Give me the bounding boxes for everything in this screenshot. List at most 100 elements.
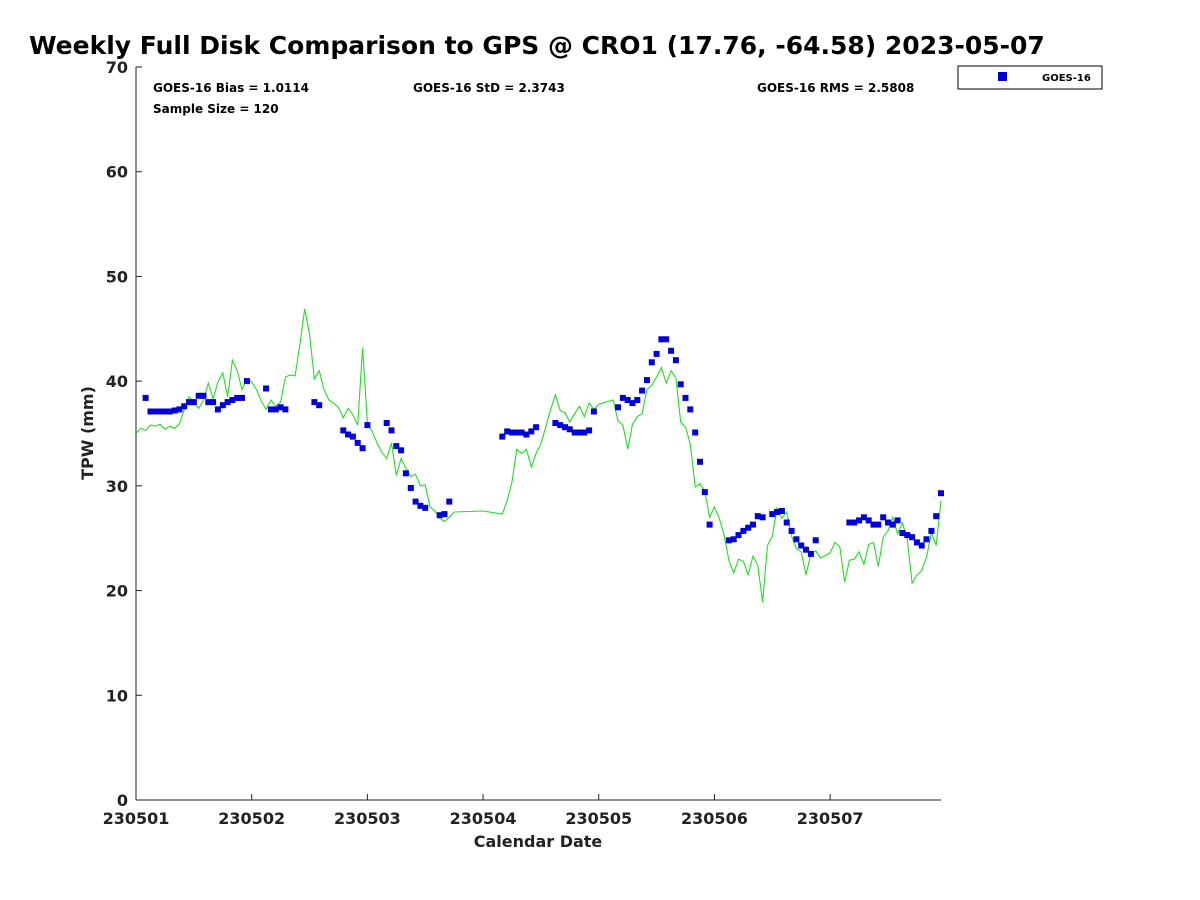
plot-area: 230501 230502 230503 230504 230505 230506 2305… (103, 58, 944, 828)
goes16-point (571, 429, 578, 436)
x-tick-label: 230501 (103, 809, 170, 828)
goes16-point (402, 470, 409, 477)
legend-marker-goes16 (998, 72, 1007, 81)
goes16-point (152, 408, 159, 415)
goes16-point (552, 420, 559, 426)
goes16-point (745, 524, 752, 531)
goes16-point (393, 443, 400, 450)
goes16-point (282, 406, 289, 413)
goes16-point (499, 433, 506, 440)
goes16-point (880, 514, 887, 521)
goes16-point (909, 534, 916, 541)
goes16-point (725, 537, 732, 544)
x-tick-label: 230503 (334, 809, 401, 828)
goes16-point (229, 397, 236, 403)
goes16-point (147, 408, 154, 415)
goes16-point (436, 512, 443, 519)
y-tick-label: 0 (117, 791, 128, 810)
goes16-point (658, 336, 665, 343)
goes16-point (195, 392, 202, 399)
goes16-point (528, 428, 535, 435)
goes16-point (412, 498, 419, 505)
goes16-point (340, 427, 347, 434)
goes16-point (557, 422, 564, 429)
goes16-point (359, 445, 366, 452)
y-tick-label: 50 (106, 267, 128, 286)
goes16-point (446, 498, 453, 505)
goes16-point (364, 422, 371, 429)
goes16-point (769, 511, 776, 518)
goes16-point (918, 542, 925, 549)
legend-label-goes16: GOES-16 (1042, 73, 1091, 84)
goes16-point (759, 514, 766, 521)
goes16-point (682, 394, 689, 401)
goes16-point (518, 429, 525, 436)
goes16-point (774, 509, 781, 515)
goes16-point (171, 407, 178, 414)
y-tick-label: 30 (106, 477, 128, 496)
goes16-point (730, 536, 737, 543)
goes16-point (586, 427, 593, 434)
plot-background (136, 67, 941, 800)
x-tick-label: 230504 (450, 809, 517, 828)
goes16-point (417, 502, 424, 509)
goes16-point (176, 406, 183, 413)
goes16-point (938, 490, 944, 497)
goes16-point (706, 521, 713, 528)
goes16-point (856, 517, 863, 524)
goes16-point (778, 508, 785, 514)
goes16-point (648, 359, 655, 366)
goes16-point (205, 399, 212, 406)
goes16-point (590, 408, 597, 415)
goes16-point (210, 399, 217, 406)
goes16-point (803, 546, 809, 553)
goes16-point (677, 381, 684, 388)
goes16-point (807, 550, 814, 557)
goes16-point (663, 336, 670, 343)
goes16-point (142, 394, 149, 401)
goes16-point (186, 399, 192, 406)
goes16-point (181, 403, 188, 410)
goes16-point (668, 347, 675, 354)
goes16-point (422, 504, 429, 511)
goes16-point (615, 404, 621, 411)
goes16-point (239, 394, 245, 401)
goes16-point (441, 511, 448, 518)
goes16-point (692, 429, 699, 436)
goes16-point (562, 424, 568, 431)
goes16-point (234, 394, 241, 401)
goes16-point (311, 399, 318, 406)
x-tick-label: 230502 (218, 809, 285, 828)
goes16-point (190, 399, 197, 406)
goes16-point (316, 402, 323, 409)
goes16-point (345, 431, 352, 438)
goes16-point (812, 537, 819, 544)
goes16-point (566, 426, 573, 433)
goes16-point (750, 521, 756, 528)
goes16-point (629, 400, 636, 407)
goes16-point (243, 378, 250, 385)
goes16-point (354, 439, 361, 446)
goes16-point (783, 519, 790, 526)
sample-size-stat: Sample Size = 120 (153, 102, 279, 116)
y-axis-label: TPW (mm) (78, 386, 97, 480)
goes16-point (576, 429, 583, 436)
goes16-point (644, 377, 650, 384)
x-tick-label: 230506 (681, 809, 748, 828)
goes16-point (388, 427, 395, 434)
goes16-point (268, 406, 274, 413)
goes16-point (735, 532, 742, 539)
goes16-point (928, 527, 935, 534)
legend-box (957, 65, 1103, 90)
goes16-point (214, 406, 221, 413)
goes16-point (398, 447, 405, 454)
goes16-point (904, 532, 911, 539)
x-axis-label: Calendar Date (474, 832, 603, 851)
goes16-point (624, 397, 631, 403)
std-stat: GOES-16 StD = 2.3743 (413, 81, 565, 95)
goes16-point (523, 431, 530, 438)
goes16-point (885, 519, 891, 526)
goes16-point (933, 513, 940, 520)
goes16-point (740, 527, 747, 534)
